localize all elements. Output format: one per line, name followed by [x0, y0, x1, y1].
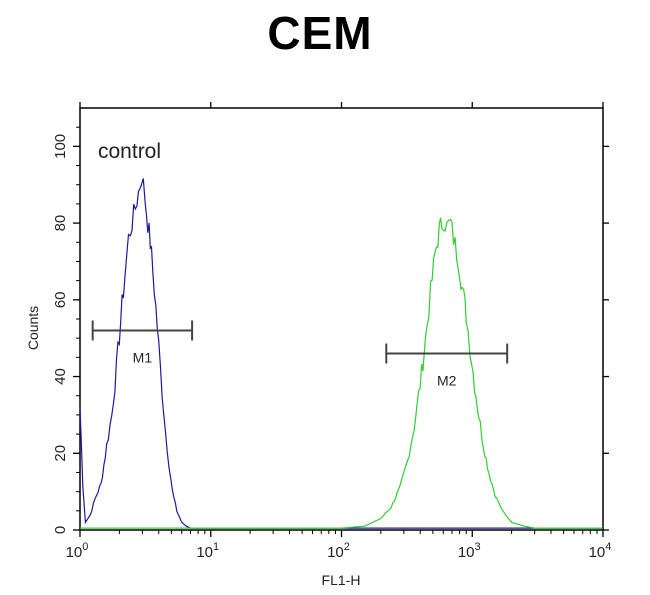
marker-group: M1 M2	[91, 320, 509, 389]
series-group	[79, 178, 603, 529]
y-tick-label: 40	[52, 368, 69, 385]
chart-title: CEM	[267, 7, 373, 59]
y-axis-label: Counts	[25, 306, 41, 350]
axis-ticks: 100 101 102 103 104 0 20 40 60 80 100	[52, 102, 611, 561]
marker-label: M2	[437, 373, 457, 389]
x-tick-label: 104	[589, 541, 612, 561]
series-2-line	[80, 217, 603, 529]
x-tick-label: 100	[66, 541, 89, 561]
series-1-line	[79, 178, 603, 529]
y-tick-label: 80	[52, 215, 69, 232]
x-tick-label: 101	[196, 541, 219, 561]
marker-label: M1	[133, 350, 153, 366]
y-tick-label: 0	[52, 526, 69, 534]
control-annotation: control	[98, 140, 161, 163]
x-tick-label: 102	[327, 541, 350, 561]
x-tick-label: 103	[458, 541, 481, 561]
y-tick-label: 20	[52, 445, 69, 462]
plot-area-border	[79, 107, 604, 531]
y-tick-label: 60	[52, 291, 69, 308]
x-axis-label: FL1-H	[322, 572, 361, 588]
y-tick-label: 100	[52, 134, 69, 159]
